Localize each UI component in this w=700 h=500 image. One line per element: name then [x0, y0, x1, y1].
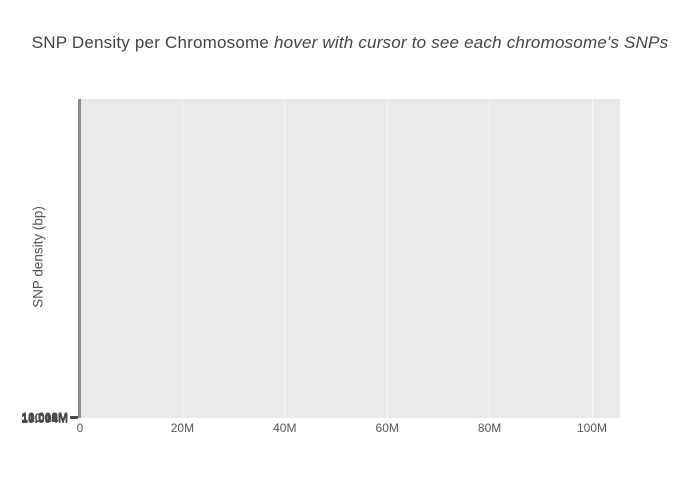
- x-tick-label: 40M: [273, 421, 297, 435]
- chart-title-main: SNP Density per Chromosome: [31, 33, 274, 52]
- chart-title-note: hover with cursor to see each chromosome…: [273, 33, 669, 52]
- y-axis-title: SNP density (bp): [30, 206, 46, 308]
- chart-title: SNP Density per Chromosome hover with cu…: [0, 33, 700, 53]
- gridline-x-60M: [386, 99, 388, 418]
- x-tick-label: 60M: [375, 421, 399, 435]
- bar-at-zero[interactable]: [78, 99, 81, 418]
- y-tick-label-overlapped: 10.008M: [21, 411, 68, 426]
- y-tick-label-overlapped: 10.01M: [27, 411, 68, 425]
- y-axis-tick-mark: [70, 416, 78, 419]
- gridline-x-40M: [284, 99, 286, 418]
- y-tick-label-overlapped: 10M: [44, 411, 68, 425]
- plot-area[interactable]: [78, 99, 620, 418]
- gridline-x-80M: [489, 99, 491, 418]
- gridline-x-100M: [591, 99, 593, 418]
- y-tick-label-overlapped: 10.002M: [21, 410, 68, 425]
- x-tick-label: 0: [76, 421, 84, 435]
- x-tick-label: 80M: [477, 421, 502, 435]
- x-tick-label: 20M: [170, 421, 195, 435]
- y-tick-label-overlapped: 10.006M: [21, 410, 68, 425]
- y-tick-label-overlapped: 10.004M: [21, 411, 68, 426]
- y-axis-overlapping-tick-labels: 10M 10.002M 10.004M 10.006M 10.008M 10.01M: [0, 410, 68, 426]
- x-tick-label: 100M: [576, 421, 608, 435]
- gridline-x-20M: [181, 99, 183, 418]
